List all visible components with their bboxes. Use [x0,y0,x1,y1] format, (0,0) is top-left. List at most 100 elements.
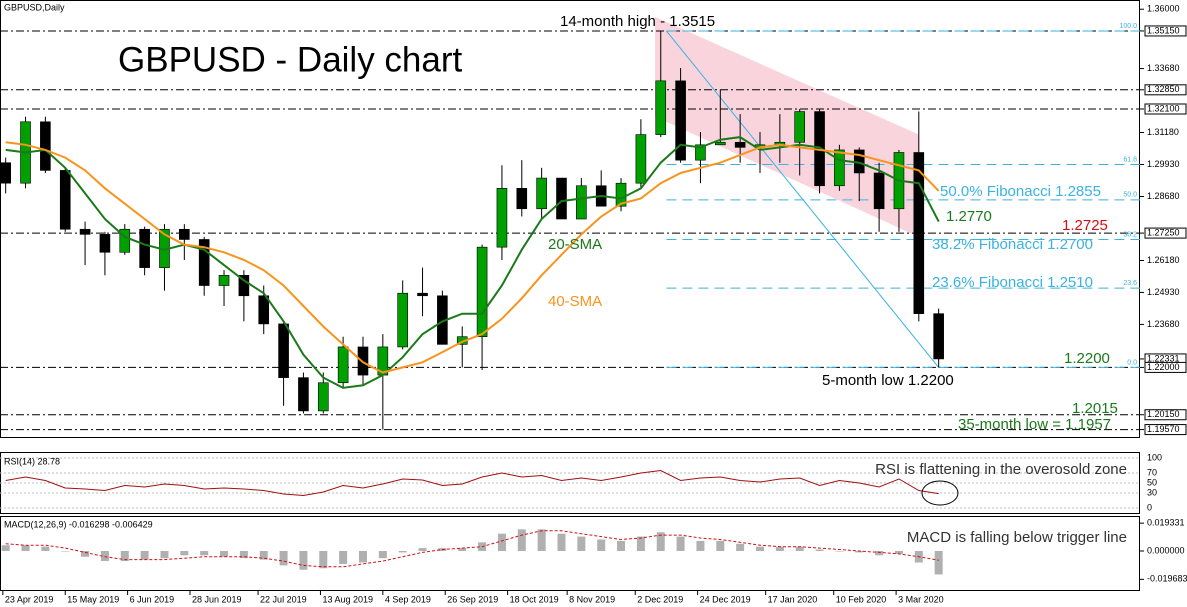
candle-body [794,111,806,143]
macd-bar [299,550,308,570]
macd-bar [458,548,467,551]
annotation: 35-month low = 1.1957 [958,416,1111,433]
y-tick-label: 1.32100 [1147,103,1180,113]
candle-body [59,170,71,230]
candle-body [317,382,329,412]
annotation: 50.0% Fibonacci 1.2855 [940,183,1101,200]
candle-body [655,80,667,135]
candle-body [198,239,210,286]
candle-body [179,228,190,240]
candle-body [40,121,51,171]
macd-bar [597,539,606,551]
candle-body [79,228,91,235]
fib-label: 38.2 [1123,231,1137,238]
y-tick-box [1144,361,1187,373]
macd-tick-label: -0.019683 [1147,574,1187,584]
candle-body [714,141,726,146]
candle-body [218,274,230,286]
chart-title: GBPUSD - Daily chart [118,40,463,79]
candle-body [675,80,686,161]
x-tick-label: 3 Mar 2020 [898,594,944,604]
rsi-tick-label: 30 [1147,487,1157,497]
macd-signal [5,530,939,568]
macd-bar [696,540,705,551]
y-tick-label: 1.36000 [1147,4,1180,14]
annotation: 5-month low 1.2200 [822,372,954,389]
annotation: 1.2015 [1072,400,1118,417]
macd-bar [636,536,645,551]
fib-label: 100.0 [1119,23,1137,30]
macd-bar [656,532,665,551]
y-tick-label: 1.24930 [1147,287,1180,297]
candle-body [635,134,647,184]
x-tick-label: 17 Jan 2020 [768,594,818,604]
annotation: 1.2770 [946,208,992,225]
rsi-highlight [921,480,959,506]
rsi-tick-label: 100 [1147,452,1162,462]
candle-body [913,152,925,314]
macd-bar [339,550,348,564]
candle-body [417,292,428,297]
macd-bar [557,533,566,551]
fib-trend [666,30,940,368]
x-tick-label: 24 Dec 2019 [700,594,751,604]
candle-body [337,346,349,384]
candle-body [615,182,627,207]
fib-label: 50.0 [1123,192,1137,199]
x-tick-label: 6 Jun 2019 [130,594,175,604]
macd-bar [497,533,506,551]
macd-bar [239,550,248,559]
candle-body [298,377,309,412]
macd-bar [934,550,943,575]
macd-bar [180,550,189,556]
annotation: 14-month high - 1.3515 [560,13,715,30]
macd-bar [815,549,824,551]
macd-bar [160,550,169,559]
y-tick-label: 1.31180 [1147,127,1179,137]
annotation: 1.2200 [1064,350,1110,367]
y-tick-label: 1.27250 [1147,227,1180,237]
macd-bar [279,550,288,566]
annotation: 1.2725 [1062,217,1108,234]
macd-tick-label: 0.019331 [1147,518,1185,528]
macd-bar [61,550,70,552]
macd-bar [736,543,745,551]
candle-body [278,323,289,378]
candle-body [476,246,488,338]
candle-body [0,162,11,184]
y-tick-box [1144,84,1187,96]
annotation: 20-SMA [548,236,602,253]
candle-body [496,188,508,248]
y-tick-label: 1.28680 [1147,191,1180,201]
rsi-tick-label: 0 [1147,502,1152,512]
y-tick-label: 1.26180 [1147,255,1180,265]
candle-body [933,313,944,360]
annotation: 40-SMA [548,293,602,310]
candle-body [397,292,408,348]
candle-body [734,141,746,148]
y-tick-box [1144,424,1187,436]
macd-bar [200,550,209,556]
macd-bar [676,536,685,551]
macd-bar [894,550,903,554]
macd-bar [358,550,367,563]
macd-bar [220,550,229,557]
macd-bar [378,550,387,559]
macd-bar [875,550,884,556]
sma-line [5,141,940,374]
rsi-tick-label: 70 [1147,467,1157,477]
x-tick-label: 18 Oct 2019 [510,594,559,604]
y-tick-label: 1.29930 [1147,159,1180,169]
macd-header: MACD(12,26,9) -0.016298 -0.006429 [4,519,153,529]
candle-body [516,188,528,210]
y-tick-label: 1.32850 [1147,84,1180,94]
candle-body [258,295,270,325]
macd-bar [259,550,268,560]
y-tick-box [1144,103,1187,115]
macd-bar [120,550,129,562]
macd-bar [855,550,864,553]
candle-body [238,274,250,297]
candle-body [834,149,845,187]
macd-bar [756,546,764,551]
